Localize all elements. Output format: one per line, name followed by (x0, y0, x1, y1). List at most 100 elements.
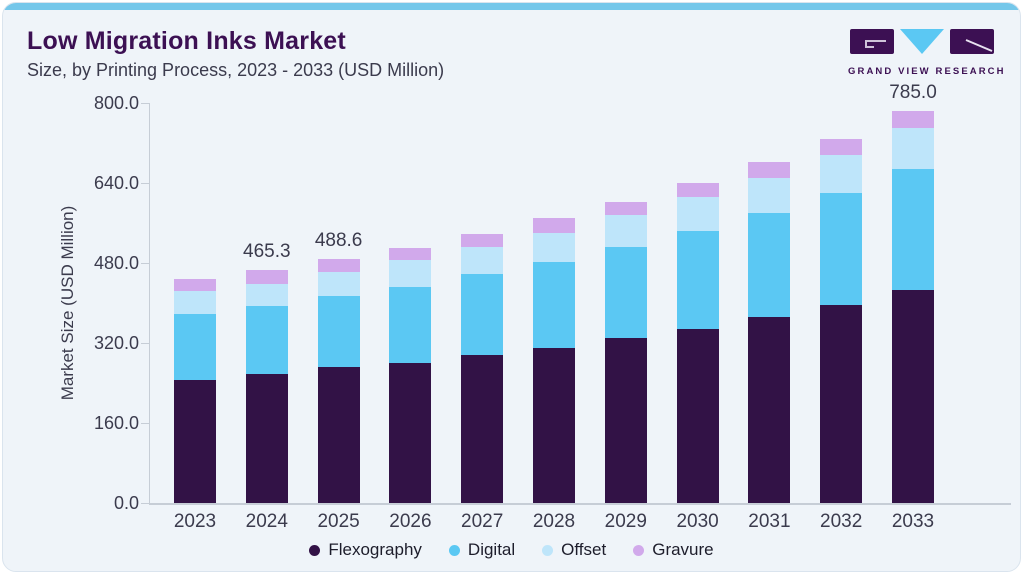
bar-2024-gravure-segment (245, 270, 288, 284)
bar-2023 (174, 279, 216, 503)
bar-2029 (604, 201, 647, 503)
x-tick-label-2032: 2032 (820, 511, 863, 532)
bar-2029-digital-segment (604, 247, 647, 339)
legend-label-offset: Offset (561, 540, 607, 559)
y-tick-label: 640.0 (93, 173, 139, 193)
bar-2025-offset-segment (317, 271, 360, 297)
bar-2032 (820, 139, 863, 503)
legend-dot-flexography (309, 544, 321, 556)
bar-2026-gravure-segment (389, 247, 432, 261)
x-tick-label-2028: 2028 (532, 511, 576, 532)
bar-2033-flexography-segment (892, 289, 934, 503)
bar-2023-flexography-segment (174, 380, 216, 503)
bar-total-label-2025: 488.6 (314, 229, 363, 251)
bar-2025 (317, 258, 360, 503)
x-tick-label-2024: 2024 (245, 511, 288, 532)
x-axis-line (149, 503, 1011, 505)
bar-2027-offset-segment (461, 246, 504, 274)
x-tick-label-2026: 2026 (389, 511, 432, 532)
y-tick-mark (141, 503, 149, 504)
bar-2030-offset-segment (676, 197, 719, 232)
x-tick-label-2033: 2033 (891, 511, 935, 532)
plot-area: 465.3 488.6 785.0 (149, 82, 1011, 503)
bar-2025-flexography-segment (317, 367, 360, 503)
brand-top-strip (3, 3, 1020, 10)
bar-2032-gravure-segment (820, 139, 863, 156)
bar-2026 (389, 247, 432, 503)
y-tick-label: 800.0 (93, 93, 139, 113)
bar-2025-digital-segment (317, 296, 360, 368)
bar-2029-gravure-segment (604, 201, 647, 215)
bar-2024 (245, 270, 288, 503)
x-tick-label-2025: 2025 (317, 511, 360, 532)
bar-2032-digital-segment (820, 192, 863, 305)
y-tick-mark (141, 183, 149, 184)
stacked-bar-chart: Market Size (USD Million) 465.3 488.6 785.… (3, 3, 1020, 571)
x-tick-label-2030: 2030 (676, 511, 719, 532)
bar-2024-flexography-segment (245, 374, 288, 503)
x-tick-label-2031: 2031 (748, 511, 791, 532)
bar-2030-flexography-segment (676, 328, 719, 503)
bar-2027-digital-segment (461, 274, 504, 355)
bar-2028-gravure-segment (533, 217, 575, 234)
x-tick-label-2029: 2029 (604, 511, 647, 532)
legend-item-digital: Digital (448, 540, 516, 560)
legend-item-offset: Offset (542, 540, 606, 560)
y-axis-line (149, 103, 150, 503)
bar-2025-gravure-segment (317, 258, 360, 272)
gvr-logo: GRAND VIEW RESEARCH (848, 27, 1006, 77)
legend-dot-gravure (633, 544, 645, 556)
bar-2026-digital-segment (389, 286, 432, 363)
bar-total-label-2033: 785.0 (889, 81, 937, 103)
legend-label-digital: Digital (467, 540, 516, 559)
legend-label-flexography: Flexography (328, 540, 422, 559)
bar-2030-digital-segment (676, 231, 719, 329)
bar-2024-offset-segment (245, 283, 288, 307)
y-tick-label: 0.0 (113, 493, 139, 513)
bar-total-label-2024: 465.3 (243, 241, 291, 263)
legend-item-flexography: Flexography (309, 540, 422, 560)
legend-label-gravure: Gravure (652, 540, 714, 559)
bar-2030-gravure-segment (676, 183, 719, 198)
x-tick-label-2023: 2023 (173, 511, 217, 532)
legend-dot-offset (542, 544, 554, 556)
y-tick-label: 480.0 (93, 253, 139, 273)
bar-2028 (533, 217, 575, 503)
bar-2028-digital-segment (533, 262, 575, 348)
bar-2028-flexography-segment (533, 347, 575, 503)
gvr-logo-text: GRAND VIEW RESEARCH (848, 66, 1006, 77)
bar-2029-offset-segment (604, 214, 647, 248)
y-tick-mark (141, 343, 149, 344)
bar-2026-flexography-segment (389, 362, 432, 503)
bar-2031-gravure-segment (748, 162, 791, 178)
bar-2027 (461, 233, 504, 503)
bar-2027-gravure-segment (461, 233, 504, 247)
bar-2033-digital-segment (892, 168, 934, 290)
bar-2027-flexography-segment (461, 355, 504, 503)
bar-2031-offset-segment (748, 177, 791, 214)
legend-dot-digital (448, 544, 460, 556)
bar-2033-offset-segment (892, 127, 934, 169)
y-tick-mark (141, 423, 149, 424)
y-tick-label: 160.0 (93, 413, 139, 433)
bar-2026-offset-segment (389, 260, 432, 287)
page-title: Low Migration Inks Market (27, 27, 346, 55)
y-tick-mark (141, 263, 149, 264)
bar-2023-offset-segment (174, 291, 216, 314)
bar-2030 (676, 183, 719, 503)
bar-2033 (892, 110, 934, 503)
legend-item-gravure: Gravure (633, 540, 714, 560)
y-tick-mark (141, 103, 149, 104)
bar-2024-digital-segment (245, 306, 288, 375)
bar-2028-offset-segment (533, 233, 575, 263)
y-axis-title: Market Size (USD Million) (58, 205, 77, 401)
bar-2031-digital-segment (748, 213, 791, 317)
bar-2023-digital-segment (174, 314, 216, 380)
x-tick-label-2027: 2027 (461, 511, 504, 532)
page-subtitle: Size, by Printing Process, 2023 - 2033 (… (27, 60, 445, 80)
y-tick-label: 320.0 (93, 333, 139, 353)
bar-2033-gravure-segment (892, 110, 934, 128)
gvr-logo-icon (850, 29, 994, 54)
bar-2029-flexography-segment (604, 338, 647, 503)
